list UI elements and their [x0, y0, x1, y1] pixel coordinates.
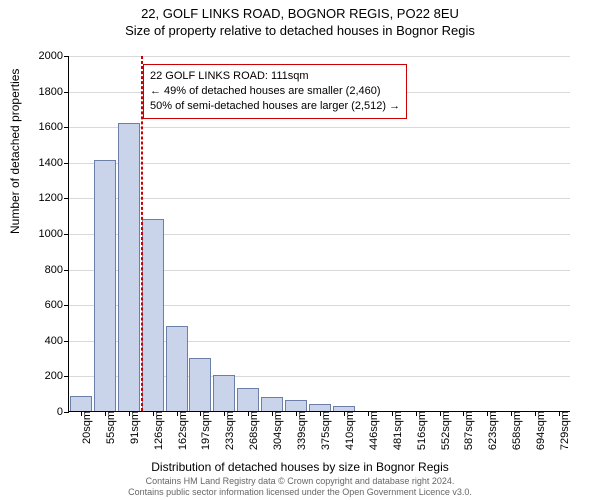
ytick-label: 600 [45, 299, 69, 311]
bar [309, 404, 331, 411]
ytick-label: 1600 [39, 121, 69, 133]
title-subtitle: Size of property relative to detached ho… [0, 23, 600, 38]
xtick-label: 446sqm [364, 411, 380, 450]
x-axis-label: Distribution of detached houses by size … [0, 460, 600, 474]
gridline [69, 56, 570, 57]
xtick-label: 304sqm [268, 411, 284, 450]
xtick-label: 410sqm [340, 411, 356, 450]
ytick-label: 400 [45, 335, 69, 347]
xtick-label: 20sqm [77, 411, 93, 444]
ytick-label: 800 [45, 264, 69, 276]
xtick-label: 481sqm [388, 411, 404, 450]
bar [261, 397, 283, 411]
ytick-label: 1800 [39, 86, 69, 98]
xtick-label: 55sqm [101, 411, 117, 444]
xtick-label: 729sqm [555, 411, 571, 450]
bar [189, 358, 211, 411]
xtick-label: 552sqm [436, 411, 452, 450]
footer-line-1: Contains HM Land Registry data © Crown c… [0, 476, 600, 487]
bar [213, 375, 235, 411]
ytick-label: 1200 [39, 192, 69, 204]
footer-line-2: Contains public sector information licen… [0, 487, 600, 498]
marker-annotation-box: 22 GOLF LINKS ROAD: 111sqm ← 49% of deta… [143, 64, 407, 119]
bar [166, 326, 188, 411]
xtick-label: 516sqm [412, 411, 428, 450]
xtick-label: 162sqm [173, 411, 189, 450]
xtick-label: 233sqm [220, 411, 236, 450]
xtick-label: 268sqm [244, 411, 260, 450]
bar [94, 160, 116, 411]
annotation-line-2: ← 49% of detached houses are smaller (2,… [150, 84, 400, 99]
bar [70, 396, 92, 411]
xtick-label: 126sqm [149, 411, 165, 450]
ytick-label: 200 [45, 370, 69, 382]
ytick-label: 1000 [39, 228, 69, 240]
xtick-label: 197sqm [196, 411, 212, 450]
bar [237, 388, 259, 411]
bar [142, 219, 164, 411]
annotation-line-3: 50% of semi-detached houses are larger (… [150, 99, 400, 114]
xtick-label: 339sqm [292, 411, 308, 450]
ytick-label: 0 [57, 406, 69, 418]
y-axis-label: Number of detached properties [8, 69, 22, 234]
gridline [69, 127, 570, 128]
chart-plot-area: 020040060080010001200140016001800200020s… [68, 56, 570, 412]
gridline [69, 163, 570, 164]
ytick-label: 2000 [39, 50, 69, 62]
footer-attribution: Contains HM Land Registry data © Crown c… [0, 476, 600, 498]
bar [285, 400, 307, 411]
xtick-label: 623sqm [483, 411, 499, 450]
annotation-line-1: 22 GOLF LINKS ROAD: 111sqm [150, 69, 400, 84]
xtick-label: 375sqm [316, 411, 332, 450]
xtick-label: 91sqm [125, 411, 141, 444]
xtick-label: 694sqm [531, 411, 547, 450]
xtick-label: 658sqm [507, 411, 523, 450]
xtick-label: 587sqm [459, 411, 475, 450]
ytick-label: 1400 [39, 157, 69, 169]
bar [118, 123, 140, 411]
gridline [69, 198, 570, 199]
chart-title-block: 22, GOLF LINKS ROAD, BOGNOR REGIS, PO22 … [0, 0, 600, 38]
title-address: 22, GOLF LINKS ROAD, BOGNOR REGIS, PO22 … [0, 6, 600, 21]
